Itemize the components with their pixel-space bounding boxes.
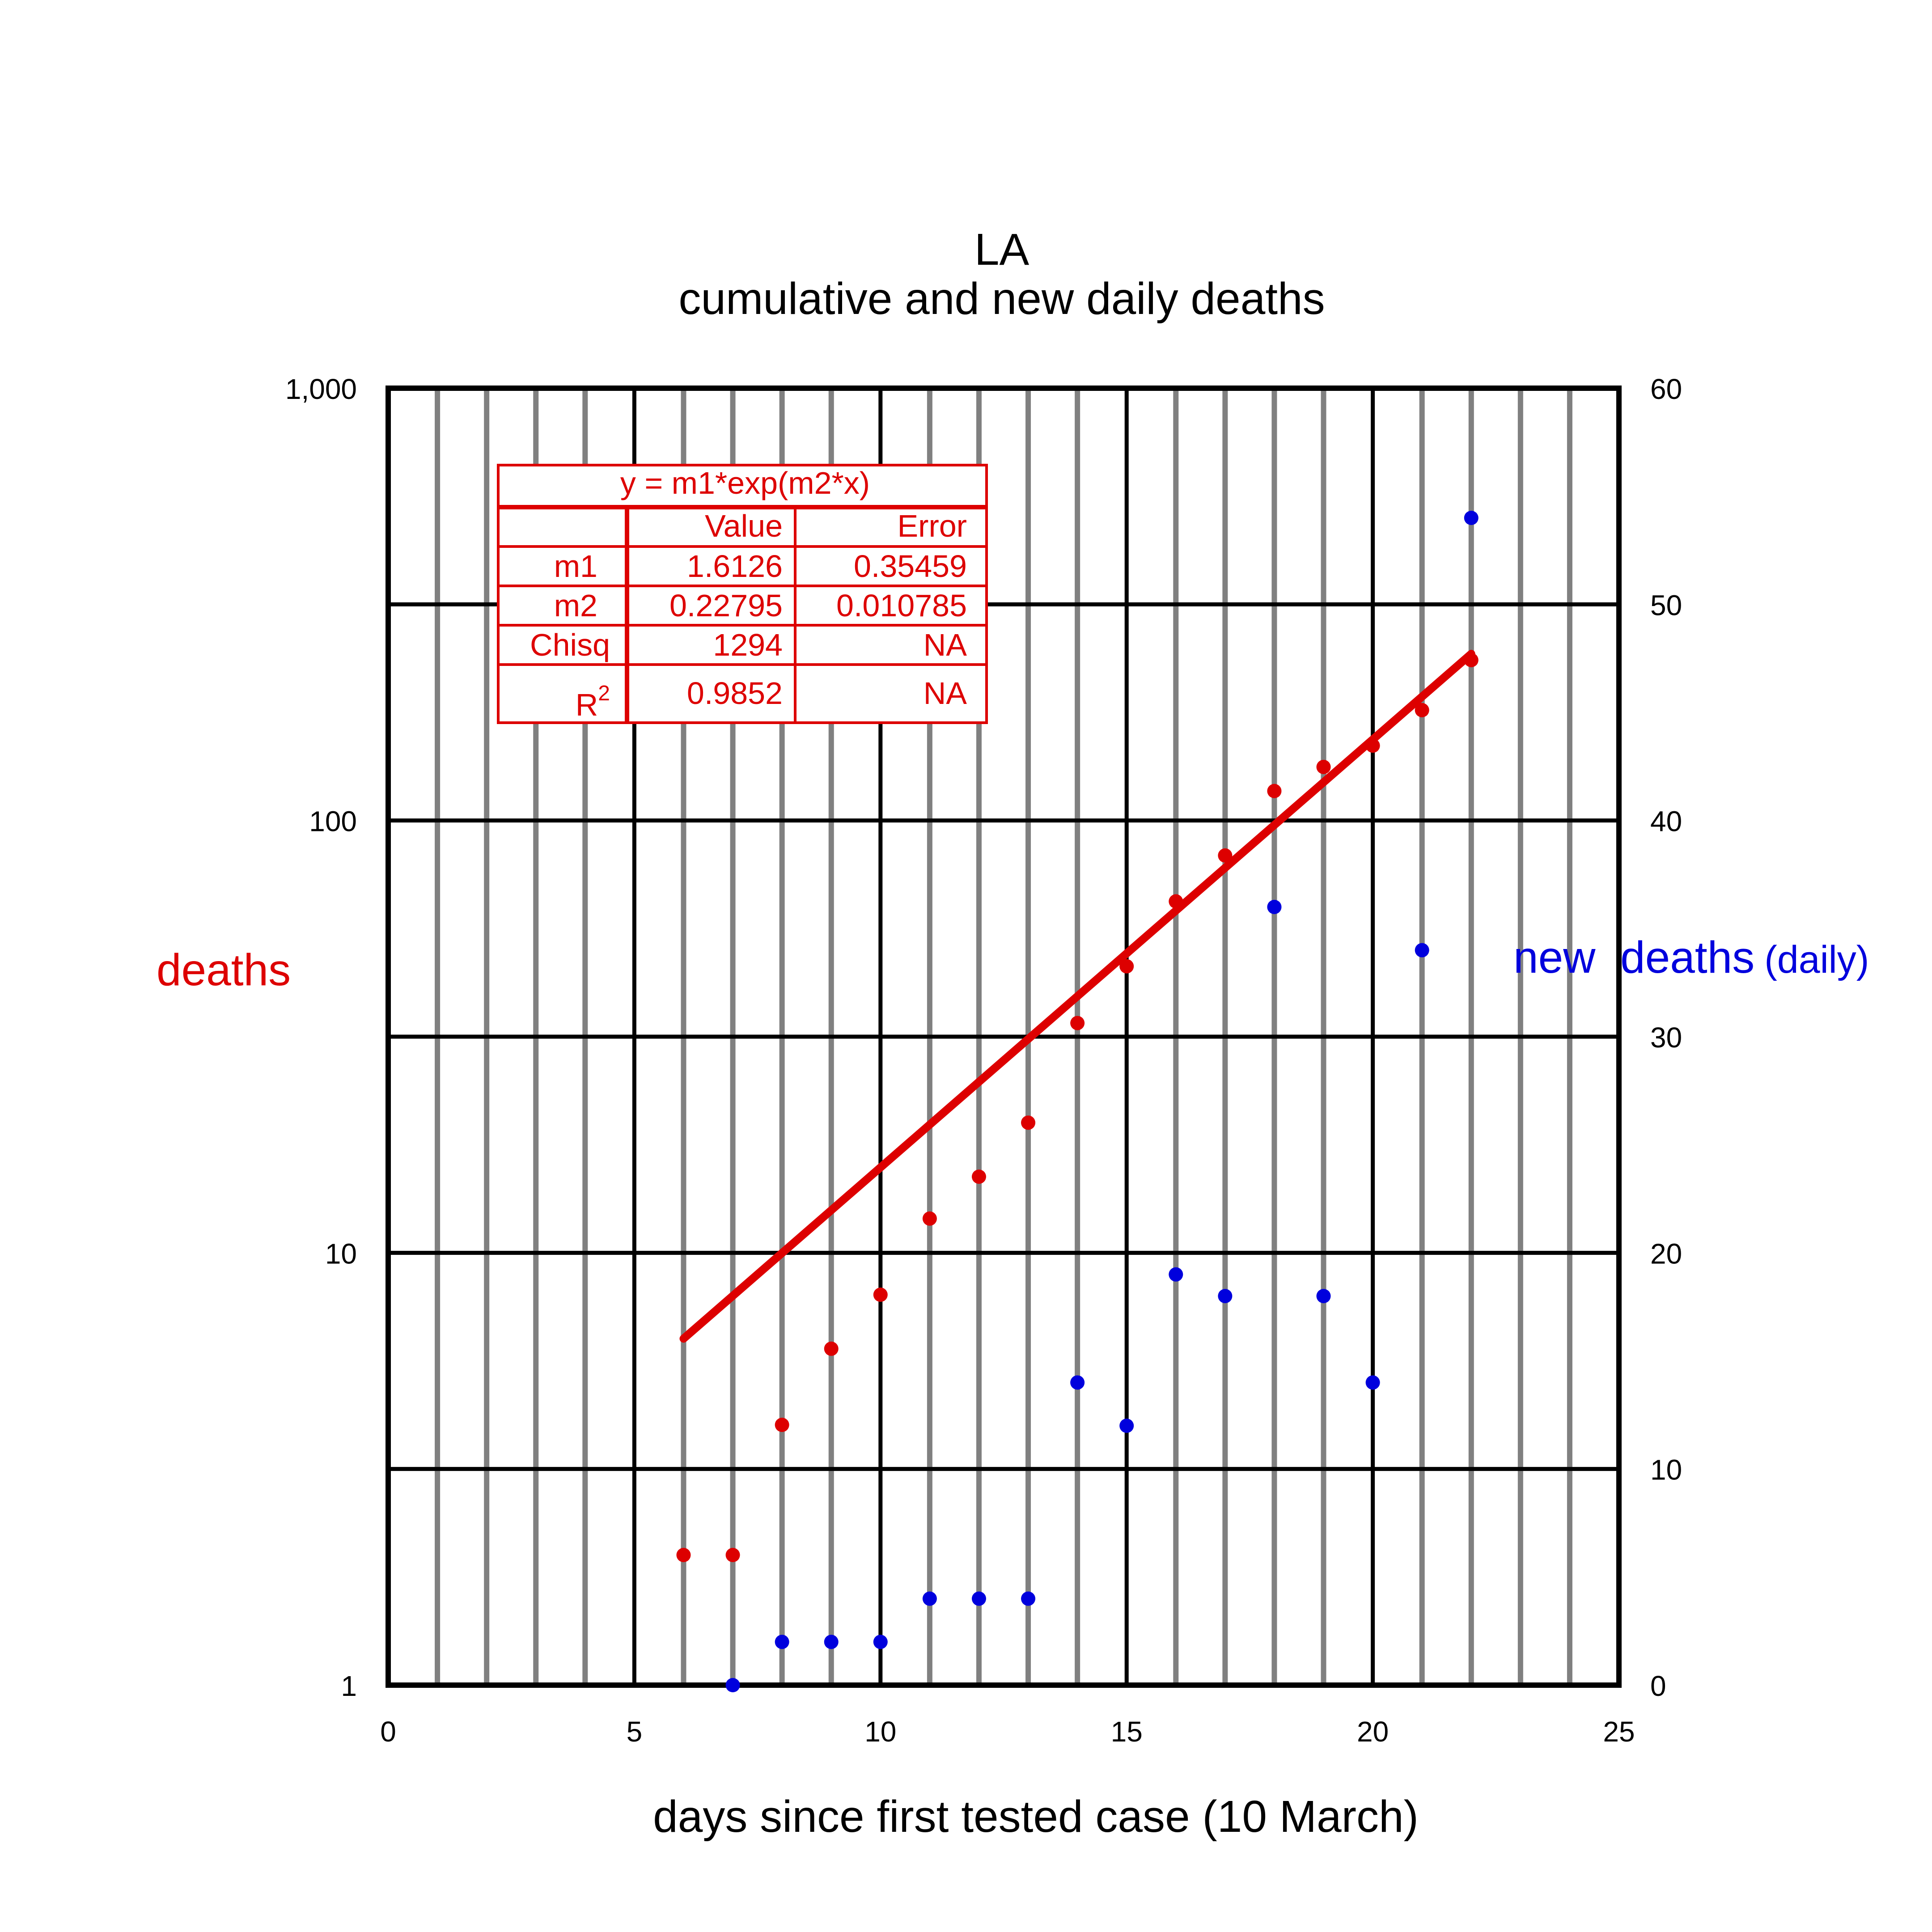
y-left-tick-label: 100 [309, 805, 357, 838]
y-right-axis-label: new deaths (daily) [1513, 932, 1869, 983]
cumulative-deaths-point [971, 1169, 986, 1184]
y-right-tick-label: 0 [1650, 1670, 1666, 1702]
daily-new-deaths-point [922, 1591, 937, 1606]
cumulative-deaths-point [1365, 738, 1380, 753]
daily-new-deaths-point [1464, 511, 1479, 525]
fit-equation: y = m1*exp(m2*x) [620, 466, 870, 500]
x-tick-label: 15 [1111, 1716, 1143, 1748]
daily-new-deaths-point [1169, 1267, 1183, 1282]
plot-border [386, 386, 1622, 1688]
x-tick-label: 20 [1357, 1716, 1389, 1748]
fit-row-label-r-squared: R2 [576, 682, 610, 722]
fit-table-grid [497, 464, 988, 724]
daily-new-deaths-point [1365, 1375, 1380, 1390]
fit-row-value: 1.6126 [687, 549, 783, 584]
chart-title: LA [974, 225, 1030, 275]
tick-labels: 0 5 10 15 20 25 1 10 100 1,000 0 10 20 30 40 50 60 [285, 373, 1682, 1748]
data-points [676, 511, 1479, 1692]
fit-row-value: 0.22795 [669, 588, 783, 623]
cumulative-deaths-point [1267, 784, 1282, 798]
fit-header-error: Error [897, 508, 967, 543]
y-right-axis-label-main: new deaths [1513, 932, 1754, 983]
y-left-tick-label: 1,000 [285, 373, 357, 405]
fit-row-value: 1294 [713, 627, 783, 662]
y-right-tick-label: 30 [1650, 1021, 1682, 1054]
daily-new-deaths-point [1218, 1289, 1233, 1303]
daily-new-deaths-point [1070, 1375, 1085, 1390]
y-left-tick-label: 10 [325, 1237, 357, 1270]
y-right-tick-label: 60 [1650, 373, 1682, 405]
x-tick-label: 25 [1603, 1716, 1635, 1748]
fit-row-error: NA [924, 676, 967, 711]
fit-row-label: m1 [554, 549, 597, 584]
cumulative-deaths-point [775, 1418, 789, 1432]
cumulative-deaths-point [1070, 1016, 1085, 1030]
r-symbol: R [576, 687, 598, 722]
fit-row-error: 0.010785 [836, 588, 967, 623]
y-right-tick-label: 20 [1650, 1237, 1682, 1270]
y-left-tick-label: 1 [341, 1670, 357, 1702]
daily-new-deaths-point [824, 1635, 839, 1649]
y-right-axis-label-suffix: (daily) [1764, 938, 1869, 981]
daily-new-deaths-point [1119, 1419, 1134, 1433]
r-superscript: 2 [598, 682, 610, 705]
cumulative-deaths-point [1415, 703, 1429, 717]
cumulative-deaths-point [1464, 652, 1479, 667]
daily-new-deaths-point [1267, 900, 1282, 914]
fit-row-label: Chisq [530, 627, 610, 662]
x-tick-label: 0 [380, 1716, 396, 1748]
cumulative-deaths-point [1169, 894, 1183, 909]
titles: LA cumulative and new daily deaths days … [157, 225, 1869, 1842]
cumulative-deaths-point [922, 1211, 937, 1226]
y-right-tick-label: 50 [1650, 589, 1682, 621]
daily-new-deaths-point [725, 1678, 740, 1692]
fit-curve-group [679, 650, 1475, 1343]
daily-new-deaths-point [775, 1635, 789, 1649]
daily-new-deaths-point [971, 1591, 986, 1606]
daily-new-deaths-point [873, 1635, 888, 1649]
plot-frame [386, 386, 1622, 1688]
cumulative-deaths-point [824, 1341, 839, 1356]
y-left-axis-label: deaths [157, 945, 291, 995]
cumulative-deaths-point [676, 1548, 691, 1563]
fit-row-error: 0.35459 [854, 549, 967, 584]
fit-header-value: Value [705, 508, 783, 543]
cumulative-deaths-point [1316, 759, 1331, 774]
cumulative-deaths-point [725, 1548, 740, 1563]
fit-row-label: m2 [554, 588, 597, 623]
x-tick-label: 5 [627, 1716, 643, 1748]
cumulative-deaths-point [1218, 848, 1233, 863]
x-tick-label: 10 [864, 1716, 896, 1748]
cumulative-deaths-point [873, 1288, 888, 1302]
daily-new-deaths-point [1415, 943, 1429, 958]
fit-results-table: y = m1*exp(m2*x) Value Error m1 1.6126 0… [497, 464, 988, 724]
cumulative-deaths-point [1021, 1115, 1036, 1130]
y-right-tick-label: 10 [1650, 1454, 1682, 1486]
fit-row-error: NA [924, 627, 967, 662]
daily-new-deaths-point [1316, 1289, 1331, 1303]
fit-curve [679, 650, 1475, 1343]
daily-new-deaths-point [1021, 1591, 1036, 1606]
fit-row-value: 0.9852 [687, 676, 783, 711]
x-axis-label: days since first tested case (10 March) [653, 1792, 1419, 1842]
chart-subtitle: cumulative and new daily deaths [678, 274, 1325, 324]
cumulative-deaths-point [1119, 959, 1134, 974]
y-right-tick-label: 40 [1650, 805, 1682, 838]
